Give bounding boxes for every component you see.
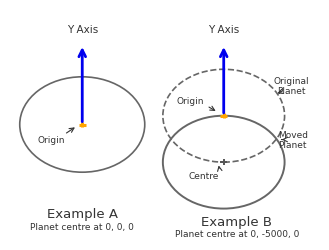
Text: Planet centre at 0, 0, 0: Planet centre at 0, 0, 0 xyxy=(30,222,134,231)
Text: Y Axis: Y Axis xyxy=(67,25,98,35)
Text: Original
Planet: Original Planet xyxy=(273,76,309,96)
Text: Centre: Centre xyxy=(188,172,218,181)
Text: Origin: Origin xyxy=(176,97,204,106)
Text: Planet centre at 0, -5000, 0: Planet centre at 0, -5000, 0 xyxy=(175,229,299,238)
Text: Moved
Planet: Moved Planet xyxy=(278,130,308,150)
Text: Example A: Example A xyxy=(47,207,118,220)
Text: Example B: Example B xyxy=(201,215,272,228)
Text: Origin: Origin xyxy=(37,136,65,144)
Text: Y Axis: Y Axis xyxy=(208,25,239,35)
